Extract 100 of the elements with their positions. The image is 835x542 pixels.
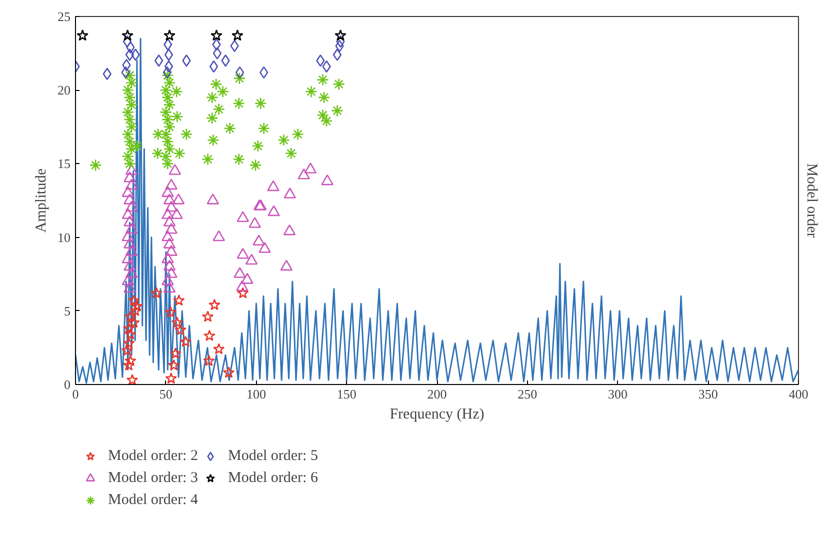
point: [150, 287, 162, 298]
point: [245, 254, 258, 265]
point: [332, 78, 346, 90]
point: [284, 147, 298, 160]
point: [236, 211, 250, 222]
point: [163, 120, 176, 134]
legend-label: Model order: 4: [108, 491, 198, 509]
point: [212, 343, 225, 354]
point: [125, 98, 138, 111]
point: [122, 230, 134, 242]
point: [248, 217, 261, 228]
point: [170, 85, 183, 98]
point: [235, 66, 244, 79]
y-tick-label: 20: [58, 82, 70, 98]
point: [162, 69, 174, 82]
point: [163, 142, 176, 156]
point: [170, 347, 182, 359]
point: [180, 128, 193, 140]
point: [249, 159, 262, 172]
point: [122, 150, 134, 162]
point: [163, 98, 176, 111]
point: [163, 282, 176, 293]
point: [122, 35, 132, 48]
point: [304, 162, 317, 174]
point: [165, 245, 178, 256]
point: [210, 29, 222, 41]
y2-axis-title: Model order: [804, 163, 820, 238]
point: [182, 54, 191, 67]
point: [124, 216, 136, 226]
point: [162, 186, 174, 197]
point: [126, 374, 138, 384]
point: [202, 310, 214, 322]
point: [152, 128, 164, 140]
point: [172, 194, 185, 204]
legend-label: Model order: 5: [228, 447, 318, 465]
point: [125, 178, 138, 190]
legend-label: Model order: 2: [108, 447, 198, 465]
point: [305, 85, 318, 98]
point: [162, 208, 174, 220]
point: [125, 245, 138, 256]
point: [124, 354, 136, 366]
x-tick-label: 200: [427, 386, 447, 402]
point: [131, 300, 144, 312]
y-tick-label: 15: [58, 156, 70, 172]
point: [174, 324, 186, 336]
point: [332, 48, 342, 61]
point: [168, 359, 180, 370]
point: [316, 74, 329, 86]
point: [284, 188, 296, 198]
point: [207, 134, 220, 146]
point: [128, 294, 140, 306]
point: [164, 306, 176, 318]
point: [258, 122, 270, 135]
x-tick-label: 250: [518, 386, 538, 402]
point: [206, 194, 220, 204]
point: [232, 97, 246, 110]
point: [165, 200, 178, 212]
point: [258, 242, 271, 253]
y-tick-label: 25: [58, 9, 70, 24]
point: [318, 91, 330, 104]
point: [232, 29, 244, 41]
point: [124, 328, 136, 340]
point: [163, 76, 176, 89]
point: [131, 48, 140, 61]
point: [160, 84, 172, 96]
point: [162, 91, 174, 104]
point: [125, 48, 134, 61]
point: [216, 85, 229, 98]
point: [180, 336, 192, 347]
point: [124, 158, 136, 170]
point: [160, 150, 172, 162]
point: [122, 106, 134, 118]
point: [316, 54, 325, 67]
x-tick-label: 150: [336, 386, 356, 402]
point: [89, 159, 102, 172]
point: [168, 164, 182, 175]
point: [122, 208, 134, 220]
y-tick-label: 0: [64, 377, 70, 392]
point: [170, 208, 183, 220]
point: [162, 113, 174, 126]
point: [320, 114, 333, 128]
point: [125, 222, 138, 234]
point: [222, 366, 235, 378]
point: [162, 252, 174, 264]
point: [163, 260, 176, 271]
point: [202, 153, 214, 166]
point: [122, 128, 134, 140]
point: [321, 174, 334, 186]
point: [162, 135, 174, 148]
point: [298, 168, 310, 180]
point: [124, 238, 136, 248]
point: [292, 128, 304, 140]
point: [252, 234, 265, 246]
point: [236, 287, 249, 298]
point: [241, 272, 254, 284]
point: [125, 267, 138, 278]
point: [173, 147, 186, 160]
point: [125, 120, 138, 134]
point: [130, 304, 142, 316]
point: [165, 178, 178, 190]
